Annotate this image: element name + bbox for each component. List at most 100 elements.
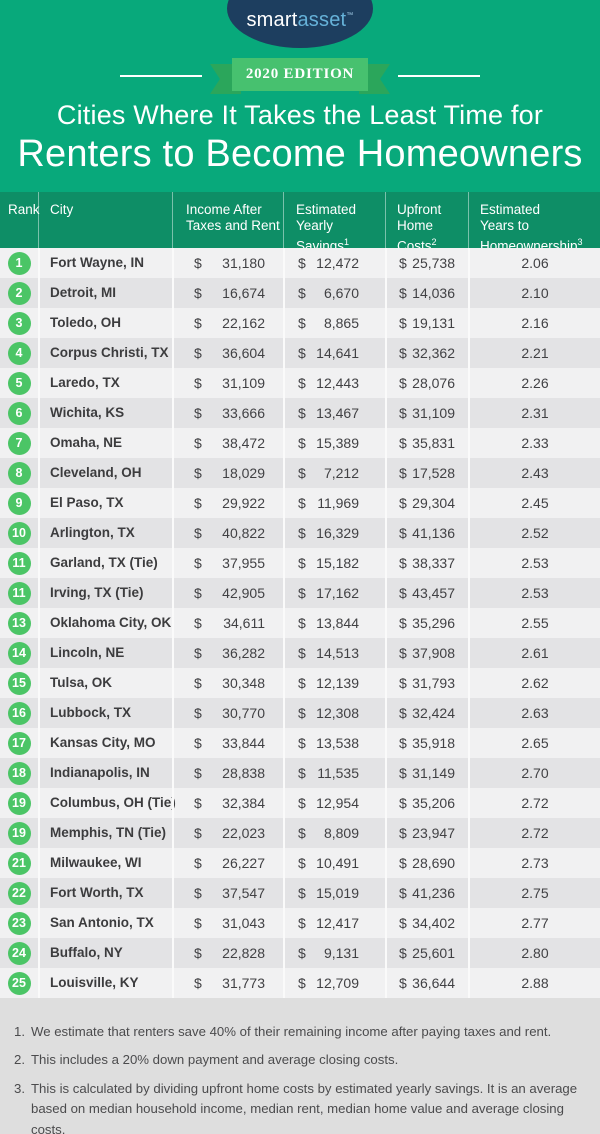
rank-number: 5 bbox=[15, 376, 23, 390]
upfront-cell: $35,206 bbox=[385, 788, 468, 818]
dollar-sign: $ bbox=[194, 405, 202, 421]
savings-value: 14,513 bbox=[316, 645, 359, 661]
savings-value: 13,538 bbox=[316, 735, 359, 751]
years-cell: 2.80 bbox=[468, 938, 600, 968]
dollar-sign: $ bbox=[298, 495, 306, 511]
dollar-sign: $ bbox=[399, 555, 407, 571]
savings-value: 14,641 bbox=[316, 345, 359, 361]
rank-cell: 1 bbox=[0, 248, 38, 278]
income-value: 38,472 bbox=[222, 435, 265, 451]
income-cell: $30,348 bbox=[172, 668, 283, 698]
header-upfront: Upfront Home Costs2 bbox=[385, 192, 468, 254]
income-value: 31,773 bbox=[222, 975, 265, 991]
city-cell: Fort Wayne, IN bbox=[38, 248, 172, 278]
rank-cell: 19 bbox=[0, 788, 38, 818]
savings-cell: $13,844 bbox=[283, 608, 385, 638]
footnote-ref-1: 1 bbox=[344, 237, 350, 247]
savings-value: 6,670 bbox=[323, 285, 359, 301]
rank-cell: 7 bbox=[0, 428, 38, 458]
savings-cell: $14,641 bbox=[283, 338, 385, 368]
income-value: 30,770 bbox=[222, 705, 265, 721]
rank-number: 23 bbox=[12, 916, 26, 930]
upfront-cell: $43,457 bbox=[385, 578, 468, 608]
table-row: 5 Laredo, TX $31,109 $12,443 $28,076 2.2… bbox=[0, 368, 600, 398]
table-row: 13 Oklahoma City, OK $34,611 $13,844 $35… bbox=[0, 608, 600, 638]
income-value: 26,227 bbox=[222, 855, 265, 871]
years-cell: 2.75 bbox=[468, 878, 600, 908]
city-cell: Kansas City, MO bbox=[38, 728, 172, 758]
rank-badge: 11 bbox=[7, 551, 31, 575]
dollar-sign: $ bbox=[194, 675, 202, 691]
dollar-sign: $ bbox=[399, 675, 407, 691]
footnote-text: We estimate that renters save 40% of the… bbox=[31, 1024, 552, 1039]
header-rank: Rank bbox=[8, 202, 40, 217]
income-value: 37,547 bbox=[222, 885, 265, 901]
savings-cell: $13,467 bbox=[283, 398, 385, 428]
ribbon-rule-right bbox=[398, 75, 480, 77]
table-row: 24 Buffalo, NY $22,828 $9,131 $25,601 2.… bbox=[0, 938, 600, 968]
dollar-sign: $ bbox=[399, 915, 407, 931]
income-cell: $38,472 bbox=[172, 428, 283, 458]
income-value: 16,674 bbox=[222, 285, 265, 301]
dollar-sign: $ bbox=[194, 315, 202, 331]
savings-value: 17,162 bbox=[316, 585, 359, 601]
rank-number: 1 bbox=[15, 256, 23, 270]
rank-badge: 15 bbox=[7, 671, 31, 695]
income-cell: $37,955 bbox=[172, 548, 283, 578]
upfront-value: 25,601 bbox=[412, 945, 455, 961]
upfront-value: 38,337 bbox=[412, 555, 455, 571]
savings-value: 12,308 bbox=[316, 705, 359, 721]
dollar-sign: $ bbox=[399, 705, 407, 721]
rank-cell: 25 bbox=[0, 968, 38, 998]
logo-asset: asset bbox=[297, 9, 347, 31]
years-cell: 2.33 bbox=[468, 428, 600, 458]
dollar-sign: $ bbox=[399, 465, 407, 481]
dollar-sign: $ bbox=[399, 645, 407, 661]
income-value: 18,029 bbox=[222, 465, 265, 481]
page-title: Cities Where It Takes the Least Time for… bbox=[0, 99, 600, 176]
dollar-sign: $ bbox=[298, 735, 306, 751]
dollar-sign: $ bbox=[194, 795, 202, 811]
city-cell: San Antonio, TX bbox=[38, 908, 172, 938]
years-cell: 2.52 bbox=[468, 518, 600, 548]
dollar-sign: $ bbox=[399, 255, 407, 271]
dollar-sign: $ bbox=[194, 345, 202, 361]
savings-cell: $9,131 bbox=[283, 938, 385, 968]
dollar-sign: $ bbox=[399, 885, 407, 901]
table-row: 4 Corpus Christi, TX $36,604 $14,641 $32… bbox=[0, 338, 600, 368]
years-cell: 2.45 bbox=[468, 488, 600, 518]
upfront-cell: $14,036 bbox=[385, 278, 468, 308]
income-cell: $16,674 bbox=[172, 278, 283, 308]
upfront-cell: $32,424 bbox=[385, 698, 468, 728]
dollar-sign: $ bbox=[298, 525, 306, 541]
table-row: 23 San Antonio, TX $31,043 $12,417 $34,4… bbox=[0, 908, 600, 938]
rank-number: 18 bbox=[12, 766, 26, 780]
dollar-sign: $ bbox=[399, 765, 407, 781]
trademark-symbol: ™ bbox=[346, 12, 354, 19]
dollar-sign: $ bbox=[298, 795, 306, 811]
upfront-cell: $28,690 bbox=[385, 848, 468, 878]
rank-badge: 7 bbox=[7, 431, 31, 455]
rank-badge: 5 bbox=[7, 371, 31, 395]
savings-value: 10,491 bbox=[316, 855, 359, 871]
rank-number: 15 bbox=[12, 676, 26, 690]
dollar-sign: $ bbox=[298, 615, 306, 631]
rank-number: 11 bbox=[12, 556, 26, 570]
rank-number: 2 bbox=[15, 286, 23, 300]
upfront-cell: $41,236 bbox=[385, 878, 468, 908]
rank-number: 21 bbox=[12, 856, 26, 870]
income-value: 36,282 bbox=[222, 645, 265, 661]
rank-badge: 14 bbox=[7, 641, 31, 665]
dollar-sign: $ bbox=[194, 465, 202, 481]
upfront-cell: $25,738 bbox=[385, 248, 468, 278]
dollar-sign: $ bbox=[298, 315, 306, 331]
city-cell: Toledo, OH bbox=[38, 308, 172, 338]
income-value: 31,180 bbox=[222, 255, 265, 271]
upfront-value: 35,831 bbox=[412, 435, 455, 451]
rank-number: 17 bbox=[12, 736, 26, 750]
dollar-sign: $ bbox=[399, 825, 407, 841]
years-cell: 2.55 bbox=[468, 608, 600, 638]
dollar-sign: $ bbox=[399, 735, 407, 751]
dollar-sign: $ bbox=[298, 855, 306, 871]
savings-value: 13,467 bbox=[316, 405, 359, 421]
